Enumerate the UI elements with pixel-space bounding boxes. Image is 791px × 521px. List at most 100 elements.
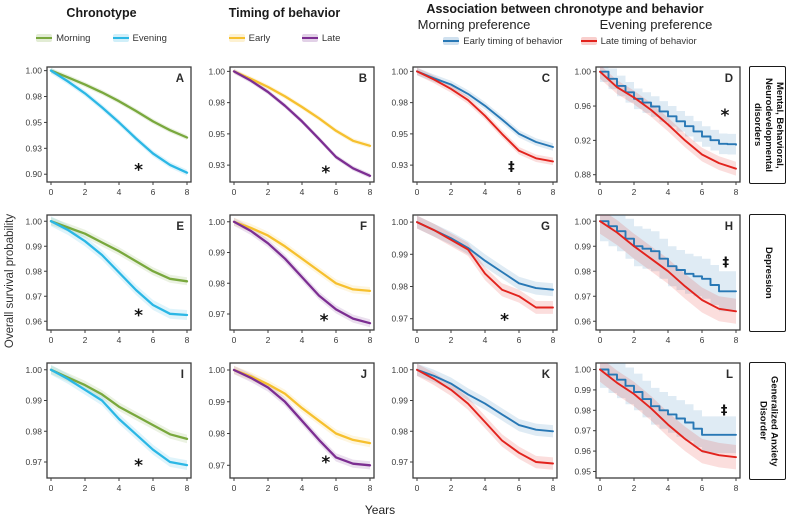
svg-text:‡: ‡ [508,160,515,175]
svg-text:2: 2 [632,483,637,493]
svg-text:1.00: 1.00 [574,216,591,226]
panel-d: 1.00 0.96 0.92 0.88 0 2 4 6 8 * D [563,60,746,208]
x-axis-label: Years [364,503,396,517]
legend-item-timing-0: Early [228,32,271,44]
early-timing-line-swatch-icon [443,37,460,45]
svg-text:0: 0 [415,187,420,197]
early-line-swatch-icon [228,34,245,42]
svg-text:*: * [134,161,143,181]
svg-text:0.99: 0.99 [25,396,42,406]
svg-text:*: * [321,163,330,183]
svg-text:2: 2 [449,483,454,493]
subheader-evening-preference: Evening preference [599,17,713,32]
svg-text:6: 6 [151,187,156,197]
svg-text:1.00: 1.00 [25,66,42,76]
subheader-morning-preference: Morning preference [417,17,531,32]
svg-text:0: 0 [415,335,420,345]
svg-text:0.97: 0.97 [25,457,42,467]
panel-grid: 1.00 0.98 0.95 0.93 0.90 0 2 4 6 8 * A 1.00 0.98 0.95… [14,60,746,504]
legend-label: Early [248,32,271,44]
legend-label: Morning [56,32,91,44]
legend-chronotype: Morning Evening [14,31,189,45]
svg-text:A: A [176,73,184,85]
evening-line-swatch-icon [112,34,129,42]
panel-a: 1.00 0.98 0.95 0.93 0.90 0 2 4 6 8 * A [14,60,197,208]
svg-text:4: 4 [666,483,671,493]
svg-text:2: 2 [266,187,271,197]
svg-text:1.00: 1.00 [574,365,591,375]
late-timing-line-swatch-icon [580,37,597,45]
svg-text:8: 8 [734,335,739,345]
svg-text:4: 4 [117,187,122,197]
svg-text:0.90: 0.90 [25,169,42,179]
panel-B-plot: 1.00 0.98 0.95 0.93 0 2 4 6 8 * B [208,66,375,197]
svg-text:*: * [321,453,330,473]
svg-text:1.00: 1.00 [208,217,225,227]
svg-text:0: 0 [49,187,54,197]
svg-text:F: F [360,221,367,233]
svg-text:6: 6 [700,483,705,493]
svg-text:0.98: 0.98 [391,98,408,108]
svg-text:*: * [500,311,509,331]
svg-text:0.98: 0.98 [208,278,225,288]
svg-text:0: 0 [232,335,237,345]
svg-text:2: 2 [449,335,454,345]
svg-text:0.97: 0.97 [25,291,42,301]
legend-item-association-0: Early timing of behavior [443,35,563,47]
svg-text:B: B [359,73,367,85]
svg-text:8: 8 [734,187,739,197]
svg-text:2: 2 [266,483,271,493]
panel-C-plot: 1.00 0.98 0.95 0.93 0 2 4 6 8 ‡ C [391,66,558,197]
svg-text:8: 8 [551,187,556,197]
panel-b: 1.00 0.98 0.95 0.93 0 2 4 6 8 * B [197,60,380,208]
svg-text:8: 8 [368,187,373,197]
svg-text:0.95: 0.95 [391,129,408,139]
panel-j: 1.00 0.99 0.98 0.97 0 2 4 6 8 * J [197,356,380,504]
svg-text:C: C [542,73,550,85]
svg-text:0.99: 0.99 [391,249,408,259]
svg-text:0.93: 0.93 [25,143,42,153]
svg-text:6: 6 [517,187,522,197]
svg-text:0.98: 0.98 [574,405,591,415]
svg-text:0: 0 [232,483,237,493]
column-header-chronotype: Chronotype [66,6,137,20]
panel-g: 1.00 0.99 0.98 0.97 0 2 4 6 8 * G [380,208,563,356]
svg-text:E: E [176,221,184,233]
svg-text:6: 6 [517,483,522,493]
column-header-association: Association between chronotype and behav… [426,2,704,16]
svg-text:1.00: 1.00 [391,66,408,76]
legend-label: Early timing of behavior [463,35,563,47]
panel-c: 1.00 0.98 0.95 0.93 0 2 4 6 8 ‡ C [380,60,563,208]
svg-text:8: 8 [368,483,373,493]
svg-text:6: 6 [700,187,705,197]
svg-text:1.00: 1.00 [574,67,591,77]
svg-text:6: 6 [517,335,522,345]
svg-text:2: 2 [449,187,454,197]
svg-text:6: 6 [151,483,156,493]
panel-A-plot: 1.00 0.98 0.95 0.93 0.90 0 2 4 6 8 * A [25,66,192,197]
late-line-swatch-icon [301,34,318,42]
svg-text:2: 2 [83,483,88,493]
svg-text:*: * [721,106,730,126]
svg-text:8: 8 [551,483,556,493]
svg-text:L: L [726,369,733,381]
svg-text:0.95: 0.95 [574,466,591,476]
svg-text:0.99: 0.99 [25,241,42,251]
svg-text:0.96: 0.96 [574,316,591,326]
svg-text:*: * [134,306,143,326]
legend-association: Early timing of behavior Late timing of … [400,34,740,48]
svg-text:0.99: 0.99 [208,248,225,258]
svg-text:‡: ‡ [723,256,730,271]
panel-K-plot: 1.00 0.99 0.98 0.97 0 2 4 6 8 K [391,362,558,493]
svg-text:0.98: 0.98 [391,282,408,292]
svg-text:4: 4 [666,335,671,345]
svg-text:1.00: 1.00 [391,365,408,375]
svg-text:0.98: 0.98 [25,92,42,102]
svg-text:0.96: 0.96 [574,101,591,111]
svg-text:4: 4 [300,483,305,493]
svg-text:0.96: 0.96 [574,446,591,456]
legend-item-timing-1: Late [301,33,340,44]
svg-text:0.93: 0.93 [391,160,408,170]
morning-line-swatch-icon [36,34,53,42]
